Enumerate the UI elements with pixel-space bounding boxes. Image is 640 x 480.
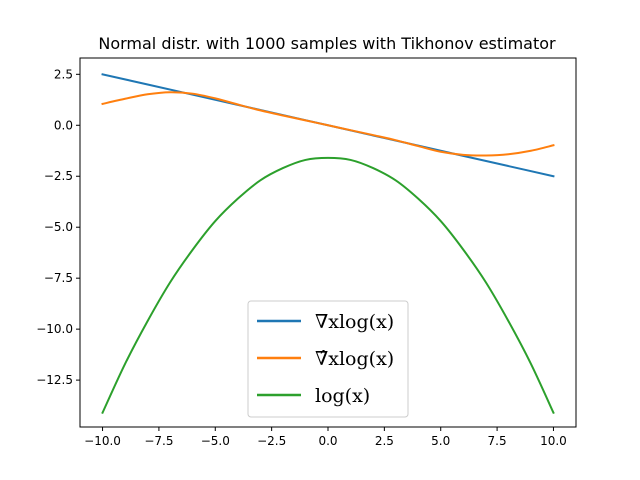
series-line-3 [101,156,555,415]
x-tick-label: −10.0 [84,434,121,448]
legend-frame [247,300,409,418]
x-tick-label: 0.0 [318,434,337,448]
x-tick-label: −7.5 [144,434,173,448]
legend: ∇xlog(x) ∇̂xlog(x) log(x) [247,300,409,418]
legend-label-1: ∇xlog(x) [315,311,394,333]
y-tick-label: 2.5 [54,67,73,81]
y-tick-label: −5.0 [44,220,73,234]
y-tick-label: −2.5 [44,169,73,183]
x-tick-label: −5.0 [201,434,230,448]
plot-lines [101,73,555,415]
x-tick-label: 5.0 [431,434,450,448]
x-tick-label: 2.5 [375,434,394,448]
series-line-2 [101,91,555,157]
chart-title: Normal distr. with 1000 samples with Tik… [98,34,556,53]
x-tick-label: 10.0 [540,434,567,448]
y-tick-label: −7.5 [44,271,73,285]
y-tick-label: −12.5 [36,373,73,387]
y-axis: −12.5 −10.0 −7.5 −5.0 −2.5 0.0 2.5 [36,67,80,387]
x-axis: −10.0 −7.5 −5.0 −2.5 0.0 2.5 5.0 7.5 10.0 [84,427,567,448]
x-tick-label: 7.5 [488,434,507,448]
y-tick-label: −10.0 [36,322,73,336]
legend-label-2: ∇̂xlog(x) [315,348,394,370]
legend-label-3: log(x) [315,385,370,407]
y-tick-label: 0.0 [54,118,73,132]
x-tick-label: −2.5 [257,434,286,448]
